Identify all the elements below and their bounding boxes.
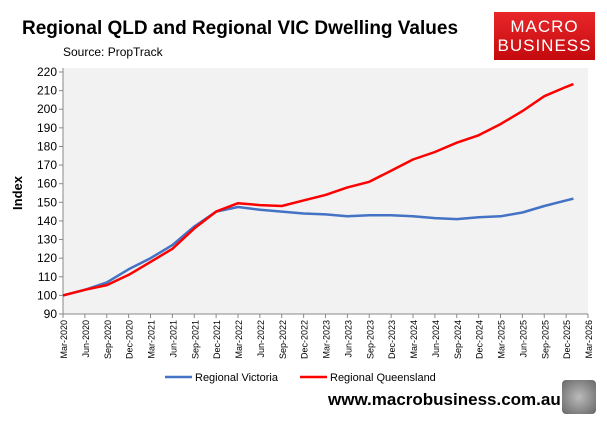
x-tick-label: Dec-2022 xyxy=(300,320,310,359)
x-tick-label: Dec-2025 xyxy=(562,320,572,359)
x-tick-label: Sep-2021 xyxy=(190,320,200,359)
x-tick-label: Jun-2023 xyxy=(343,320,353,358)
y-tick-label: 220 xyxy=(37,65,57,79)
x-tick-label: Mar-2020 xyxy=(59,320,69,359)
x-tick-label: Dec-2020 xyxy=(125,320,135,359)
y-tick-label: 100 xyxy=(37,288,57,302)
y-tick-label: 200 xyxy=(37,102,57,116)
x-tick-label: Jun-2022 xyxy=(256,320,266,358)
series-line-queensland xyxy=(62,82,574,297)
x-tick-label: Sep-2022 xyxy=(278,320,288,359)
x-tick-label: Jun-2024 xyxy=(431,320,441,358)
chart-title: Regional QLD and Regional VIC Dwelling V… xyxy=(22,18,459,39)
y-tick-label: 160 xyxy=(37,177,57,191)
plot-area xyxy=(63,68,588,314)
y-tick-label: 170 xyxy=(37,158,57,172)
legend-label: Regional Queensland xyxy=(330,372,436,384)
y-tick-label: 180 xyxy=(37,139,57,153)
x-tick-label: Sep-2024 xyxy=(453,320,463,359)
wolf-logo-icon xyxy=(562,380,596,414)
x-tick-label: Mar-2023 xyxy=(322,320,332,359)
y-tick-label: 210 xyxy=(37,84,57,98)
x-tick-label: Dec-2024 xyxy=(475,320,485,359)
logo-line2: BUSINESS xyxy=(497,36,592,55)
logo-line1: MACRO xyxy=(510,17,579,36)
x-tick-label: Jun-2021 xyxy=(168,320,178,358)
chart-source: Source: PropTrack xyxy=(63,45,163,59)
y-tick-label: 140 xyxy=(37,214,57,228)
x-tick-label: Sep-2023 xyxy=(365,320,375,359)
x-tick-label: Mar-2026 xyxy=(584,320,594,359)
footer-url[interactable]: www.macrobusiness.com.au xyxy=(328,390,561,409)
x-tick-label: Dec-2023 xyxy=(387,320,397,359)
x-tick-label: Mar-2024 xyxy=(409,320,419,359)
y-tick-label: 150 xyxy=(37,195,57,209)
y-tick-label: 130 xyxy=(37,233,57,247)
x-tick-label: Sep-2025 xyxy=(540,320,550,359)
y-tick-label: 190 xyxy=(37,121,57,135)
x-tick-label: Jun-2025 xyxy=(518,320,528,358)
x-tick-label: Mar-2025 xyxy=(497,320,507,359)
legend-label: Regional Victoria xyxy=(195,372,279,384)
macrobusiness-logo: MACRO BUSINESS xyxy=(494,12,595,60)
x-tick-label: Dec-2021 xyxy=(212,320,222,359)
x-tick-label: Jun-2020 xyxy=(81,320,91,358)
y-tick-label: 90 xyxy=(44,307,58,321)
x-tick-label: Mar-2021 xyxy=(147,320,157,359)
y-tick-label: 110 xyxy=(38,270,57,284)
y-tick-label: 120 xyxy=(37,251,57,265)
x-tick-label: Mar-2022 xyxy=(234,320,244,359)
series-line-victoria xyxy=(62,197,574,297)
y-axis-label: Index xyxy=(10,175,25,210)
x-tick-label: Sep-2020 xyxy=(103,320,113,359)
